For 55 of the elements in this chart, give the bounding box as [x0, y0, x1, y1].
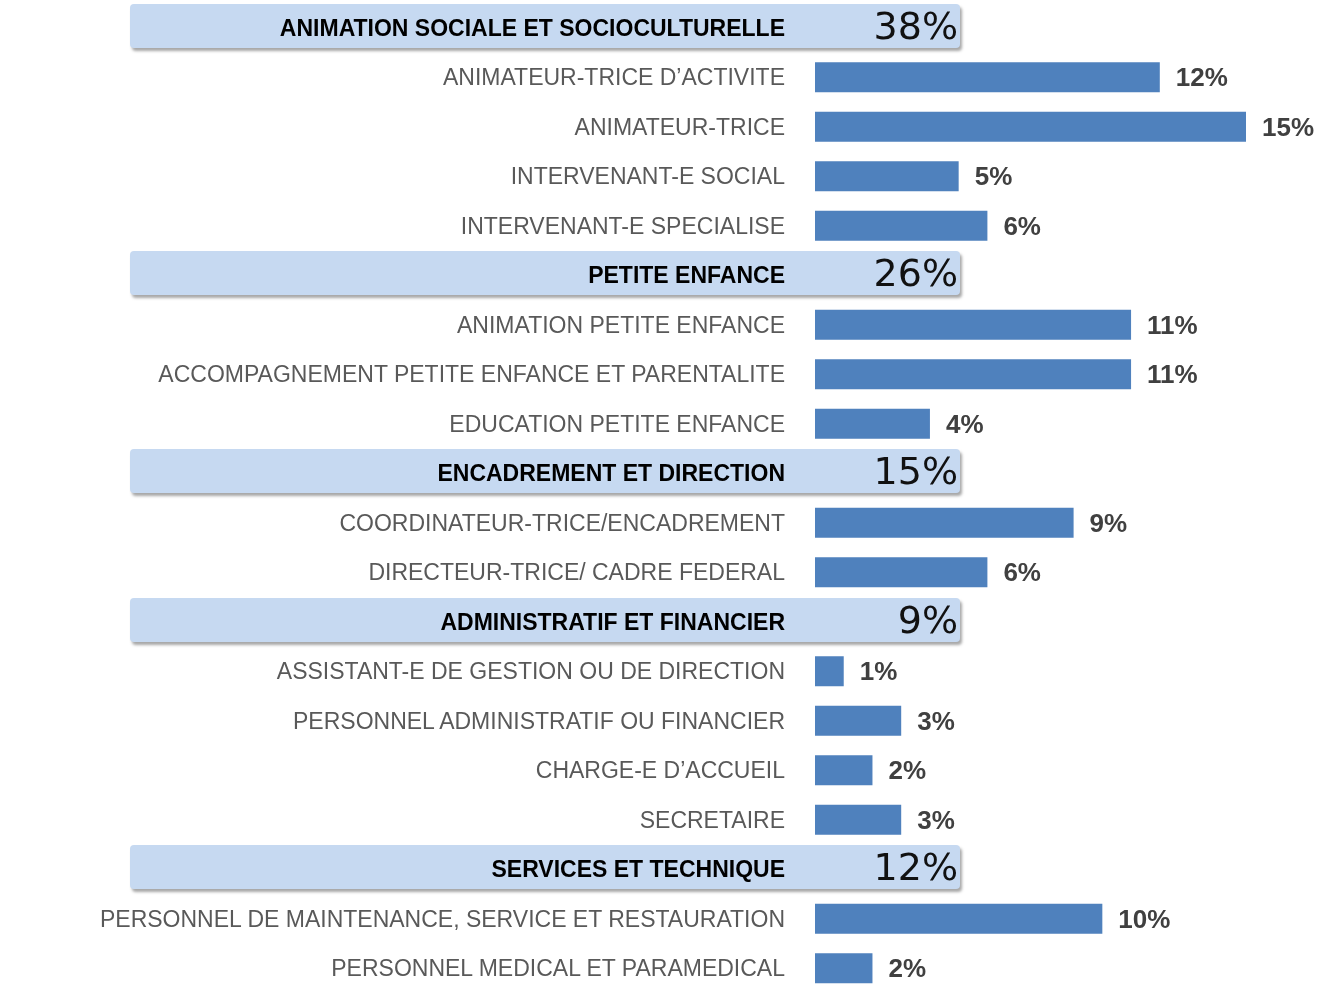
data-label: 9% [1089, 507, 1128, 538]
data-label: 2% [888, 755, 927, 786]
bar [815, 408, 930, 439]
bar [815, 804, 902, 835]
y-tick-label: SECRETAIRE [639, 806, 785, 833]
y-tick-label: ADMINISTRATIF ET FINANCIER [440, 608, 786, 635]
y-tick-label: INTERVENANT-E SOCIAL [510, 163, 786, 190]
bar [815, 656, 844, 687]
data-label: 6% [1003, 210, 1041, 241]
bar [815, 903, 1103, 934]
data-label: 3% [917, 804, 955, 835]
annotation: 9% [896, 597, 958, 642]
data-label: 3% [917, 705, 955, 736]
y-tick-label: PERSONNEL DE MAINTENANCE, SERVICE ET RESTAURATION [99, 905, 785, 932]
y-tick-label: EDUCATION PETITE ENFANCE [449, 410, 785, 437]
annotation: 38% [872, 3, 958, 48]
y-tick-label: COORDINATEUR-TRICE/ENCADREMENT [339, 509, 785, 536]
data-label: 11% [1147, 359, 1198, 390]
data-label: 6% [1003, 557, 1041, 588]
annotation: 12% [872, 845, 958, 890]
data-label: 1% [859, 656, 898, 687]
data-label: 2% [888, 953, 927, 984]
y-tick-label: CHARGE-E D’ACCUEIL [535, 757, 786, 784]
annotation: 26% [872, 251, 958, 296]
data-label: 4% [945, 408, 984, 439]
bar [815, 210, 988, 241]
bar [815, 309, 1132, 340]
y-tick-label: ACCOMPAGNEMENT PETITE ENFANCE ET PARENTALITE [158, 361, 785, 388]
bar [815, 507, 1074, 538]
bar [815, 953, 873, 984]
bar [815, 62, 1160, 93]
y-tick-label: ANIMATION PETITE ENFANCE [457, 311, 785, 338]
y-tick-label: PETITE ENFANCE [588, 262, 785, 289]
y-tick-label: ANIMATEUR-TRICE D’ACTIVITE [442, 64, 785, 91]
bar [815, 755, 873, 786]
bar [815, 557, 988, 588]
bar [815, 111, 1246, 142]
data-label: 12% [1175, 62, 1228, 93]
y-tick-label: DIRECTEUR-TRICE/ CADRE FEDERAL [368, 559, 786, 586]
data-label: 15% [1262, 111, 1315, 142]
data-label: 5% [974, 161, 1013, 192]
y-tick-label: INTERVENANT-E SPECIALISE [460, 212, 785, 239]
bar [815, 705, 902, 736]
bar [815, 161, 959, 192]
y-tick-label: ANIMATEUR-TRICE [574, 113, 785, 140]
y-tick-label: PERSONNEL ADMINISTRATIF OU FINANCIER [293, 707, 785, 734]
data-label: 11% [1147, 309, 1198, 340]
y-tick-label: ASSISTANT-E DE GESTION OU DE DIRECTION [276, 658, 785, 685]
y-tick-label: SERVICES ET TECHNIQUE [491, 856, 785, 883]
y-tick-label: ANIMATION SOCIALE ET SOCIOCULTURELLE [279, 14, 785, 41]
bar [815, 359, 1132, 390]
y-tick-label: PERSONNEL MEDICAL ET PARAMEDICAL [331, 955, 786, 982]
data-label: 10% [1118, 903, 1171, 934]
y-tick-label: ENCADREMENT ET DIRECTION [437, 460, 785, 487]
annotation: 15% [872, 449, 958, 494]
